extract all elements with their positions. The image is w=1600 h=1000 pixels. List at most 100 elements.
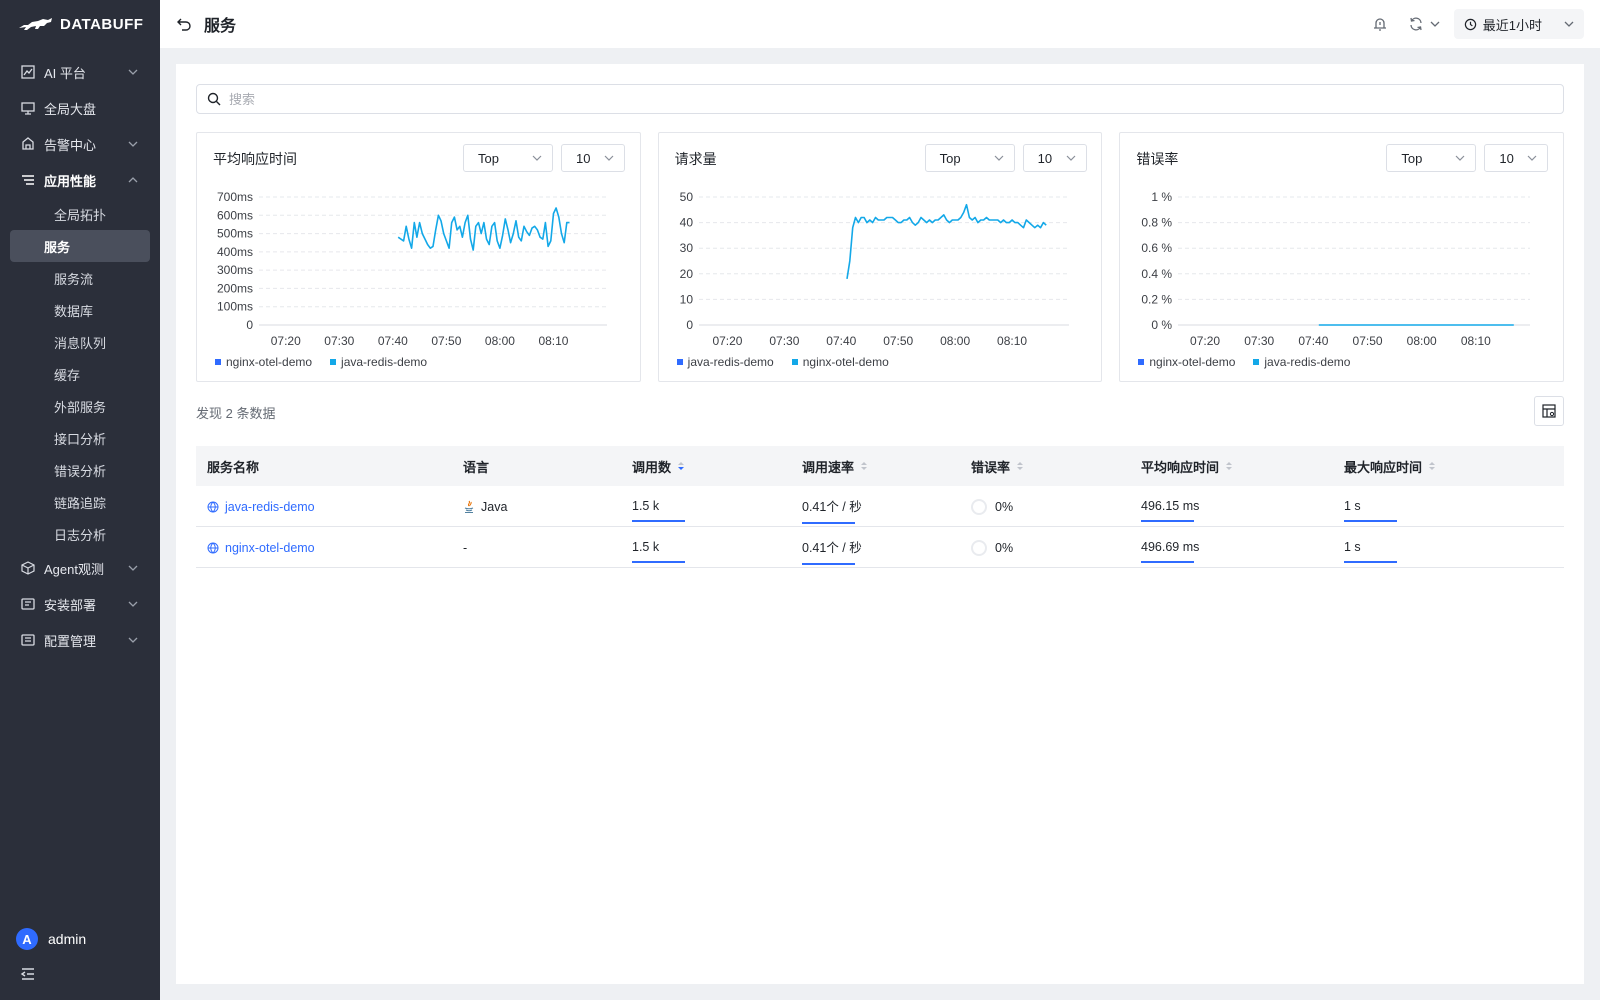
y-tick-label: 1 %	[1152, 190, 1173, 204]
search-input[interactable]	[229, 91, 1563, 107]
x-tick-label: 07:40	[378, 334, 408, 348]
sidebar-subitem-label: 外部服务	[54, 399, 107, 415]
x-tick-label: 07:20	[1190, 334, 1220, 348]
sidebar-subitem-label: 错误分析	[54, 463, 107, 479]
y-tick-label: 100ms	[217, 300, 253, 314]
avg-response-cell[interactable]: 496.15 ms	[1141, 486, 1199, 527]
globe-icon	[207, 542, 219, 553]
top-mode-select[interactable]: Top	[463, 144, 553, 172]
legend-label: nginx-otel-demo	[226, 355, 313, 369]
y-tick-label: 300ms	[217, 263, 253, 277]
sidebar-subitem-services[interactable]: 服务	[10, 230, 150, 262]
bell-icon[interactable]	[1372, 16, 1388, 32]
legend-swatch	[676, 359, 683, 365]
chart-legend: nginx-otel-demo java-redis-demo	[215, 355, 427, 369]
chart-card-response-time: 平均响应时间 Top 10 0 100ms 200ms 300ms 400ms 500ms…	[196, 132, 641, 382]
time-range-picker[interactable]: 最近1小时	[1453, 9, 1584, 39]
sort-desc-icon	[678, 462, 685, 470]
sidebar-item-config[interactable]: 配置管理	[0, 622, 160, 658]
y-tick-label: 0.6 %	[1142, 241, 1173, 255]
top-count-select[interactable]: 10	[561, 144, 625, 172]
calls-cell[interactable]: 1.5 k	[632, 486, 686, 527]
result-count: 发现 2 条数据	[196, 406, 276, 421]
sidebar-item-install[interactable]: 安装部署	[0, 586, 160, 622]
column-settings-button[interactable]	[1534, 396, 1564, 426]
x-tick-label: 08:10	[997, 334, 1027, 348]
chart-legend: nginx-otel-demo java-redis-demo	[1138, 355, 1350, 369]
sidebar-item-apm[interactable]: 应用性能	[0, 162, 160, 198]
sidebar-subitem-endpoints[interactable]: 接口分析	[10, 422, 150, 454]
legend-label: nginx-otel-demo	[802, 355, 889, 369]
sidebar-subitem-logs[interactable]: 日志分析	[10, 518, 150, 550]
sidebar-item-dashboard[interactable]: 全局大盘	[0, 90, 160, 126]
agent-icon	[20, 560, 36, 576]
user-name: admin	[48, 931, 87, 947]
brand-name: DATABUFF	[60, 15, 144, 33]
chart-card-requests: 请求量 Top 10 0 10 20 30 40 50 07:20 07:30 07:40 07:…	[657, 132, 1103, 382]
column-header-sortable[interactable]: 调用数	[632, 457, 685, 476]
avatar: A	[16, 928, 38, 950]
chevron-down-icon	[128, 601, 138, 607]
refresh-dropdown[interactable]	[1408, 16, 1440, 32]
sidebar: DATABUFF AI 平台 全局大盘 告警中心 应用性	[0, 0, 160, 1000]
sidebar-item-agent[interactable]: Agent观测	[0, 550, 160, 586]
sidebar-item-label: AI 平台	[44, 65, 86, 81]
top-count-select[interactable]: 10	[1022, 144, 1087, 172]
x-tick-label: 07:50	[883, 334, 913, 348]
rate-cell[interactable]: 0.41个 / 秒	[802, 486, 862, 527]
error-cell: 0%	[971, 486, 1013, 527]
service-link[interactable]: nginx-otel-demo	[207, 527, 315, 568]
max-response-cell[interactable]: 1 s	[1344, 527, 1397, 568]
chevron-down-icon	[1066, 155, 1076, 161]
service-name: java-redis-demo	[225, 499, 315, 514]
sidebar-subitem-database[interactable]: 数据库	[10, 294, 150, 326]
top-mode-select[interactable]: Top	[1386, 144, 1477, 172]
calls-cell[interactable]: 1.5 k	[632, 527, 686, 568]
collapse-sidebar-icon[interactable]	[20, 966, 36, 982]
sidebar-subitem-label: 缓存	[54, 367, 81, 383]
top-bar: 服务 最近1小时	[160, 0, 1600, 48]
search-box[interactable]	[196, 84, 1564, 114]
brand-logo[interactable]: DATABUFF	[0, 0, 160, 48]
column-header-sortable[interactable]: 调用速率	[802, 457, 868, 476]
sort-icon	[861, 462, 868, 470]
legend-swatch	[215, 359, 221, 365]
legend-item[interactable]: java-redis-demo	[1253, 355, 1350, 369]
top-count-select[interactable]: 10	[1484, 144, 1549, 172]
sidebar-subitem-external[interactable]: 外部服务	[10, 390, 150, 422]
max-response-cell[interactable]: 1 s	[1344, 486, 1397, 527]
x-tick-label: 07:50	[1353, 334, 1383, 348]
select-value: Top	[1401, 150, 1423, 166]
sort-icon	[1429, 462, 1436, 470]
sidebar-subitem-errors[interactable]: 错误分析	[10, 454, 150, 486]
sidebar-subitem-topology[interactable]: 全局拓扑	[10, 198, 150, 230]
select-value: 10	[1499, 150, 1514, 166]
column-header-sortable[interactable]: 错误率	[971, 457, 1024, 476]
legend-item[interactable]: nginx-otel-demo	[791, 355, 889, 369]
rate-value: 0.41个 / 秒	[802, 496, 862, 524]
column-header-sortable[interactable]: 平均响应时间	[1141, 457, 1233, 476]
legend-item[interactable]: java-redis-demo	[330, 355, 427, 369]
sidebar-item-alerts[interactable]: 告警中心	[0, 126, 160, 162]
sidebar-item-ai[interactable]: AI 平台	[0, 54, 160, 90]
sidebar-subitem-cache[interactable]: 缓存	[10, 358, 150, 390]
sidebar-subitem-traces[interactable]: 链路追踪	[10, 486, 150, 518]
chevron-down-icon	[994, 155, 1004, 161]
user-profile[interactable]: A admin	[16, 928, 86, 950]
top-mode-select[interactable]: Top	[924, 144, 1015, 172]
service-link[interactable]: java-redis-demo	[207, 486, 315, 527]
sidebar-subitem-service-flow[interactable]: 服务流	[10, 262, 150, 294]
sidebar-item-label: 告警中心	[44, 137, 97, 153]
dashboard-icon	[20, 100, 36, 116]
avg-response-cell[interactable]: 496.69 ms	[1141, 527, 1199, 568]
main-panel: 平均响应时间 Top 10 0 100ms 200ms 300ms 400ms 500ms…	[176, 64, 1584, 984]
legend-item[interactable]: java-redis-demo	[676, 355, 774, 369]
column-header-sortable[interactable]: 最大响应时间	[1344, 457, 1436, 476]
chart-title: 请求量	[674, 151, 717, 167]
rate-cell[interactable]: 0.41个 / 秒	[802, 527, 862, 568]
sidebar-subitem-label: 全局拓扑	[54, 207, 107, 223]
back-icon[interactable]	[176, 16, 192, 32]
legend-item[interactable]: nginx-otel-demo	[1138, 355, 1235, 369]
sidebar-subitem-message-queue[interactable]: 消息队列	[10, 326, 150, 358]
legend-item[interactable]: nginx-otel-demo	[215, 355, 312, 369]
